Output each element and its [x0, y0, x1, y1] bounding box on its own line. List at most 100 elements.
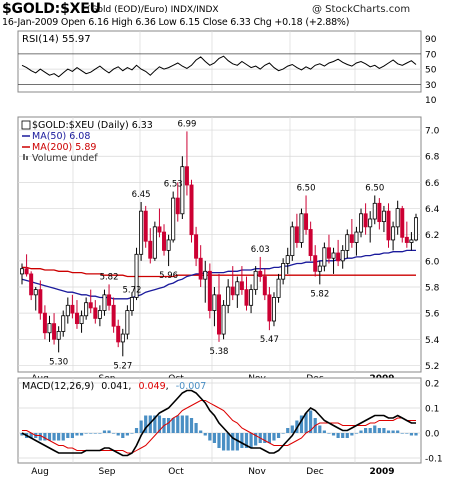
- candle-body: [129, 297, 134, 311]
- price-annotation: 5.30: [49, 357, 68, 367]
- candle: [162, 224, 167, 256]
- macd-hist-bar: [52, 433, 56, 441]
- candle-body: [166, 239, 171, 251]
- candle: [326, 234, 331, 264]
- ma50-line: [21, 249, 416, 300]
- macd-hist-bar: [98, 433, 102, 434]
- price-annotation: 6.53: [164, 180, 183, 190]
- rsi-tick-label: 70: [425, 50, 437, 60]
- macd-x-label: Nov: [248, 467, 266, 477]
- candle: [253, 266, 258, 295]
- candle-body: [391, 226, 396, 241]
- candle: [221, 300, 226, 340]
- macd-hist-bar: [217, 433, 221, 448]
- candle-body: [276, 278, 281, 298]
- candle: [391, 221, 396, 251]
- candle-body: [125, 310, 130, 335]
- candle-body: [244, 289, 249, 306]
- candle-body: [180, 166, 185, 215]
- macd-hist-bar: [359, 430, 363, 433]
- candle-body: [171, 197, 176, 241]
- candle-body: [322, 247, 327, 267]
- macd-hist-bar: [194, 423, 198, 433]
- candle: [88, 289, 93, 314]
- candle: [194, 226, 199, 267]
- candle: [93, 300, 98, 324]
- price-annotation: 6.45: [132, 190, 151, 200]
- macd-hist-bar: [157, 415, 162, 433]
- candle: [143, 205, 148, 248]
- candle: [171, 191, 176, 243]
- candle: [322, 242, 327, 272]
- candle: [285, 247, 290, 274]
- candle-body: [24, 268, 29, 275]
- candle-body: [198, 257, 203, 280]
- candle: [216, 273, 221, 342]
- candle-body: [70, 304, 75, 314]
- macd-line: [21, 389, 416, 457]
- macd-hist-bar: [93, 433, 97, 434]
- candle-body: [235, 281, 240, 296]
- candle-body: [226, 286, 231, 306]
- macd-x-label: Oct: [168, 467, 184, 477]
- candle-body: [395, 208, 400, 228]
- price-tick-label: 5.2: [425, 362, 439, 372]
- macd-hist-bar: [79, 433, 84, 436]
- candle-body: [294, 226, 299, 243]
- price-annotation: 5.27: [113, 361, 132, 371]
- candle: [65, 297, 70, 324]
- candle: [19, 263, 24, 285]
- candle-body: [413, 217, 418, 241]
- candle-body: [308, 229, 313, 257]
- macd-hist-bar: [226, 433, 230, 451]
- candle: [84, 297, 89, 320]
- macd-hist-bar: [281, 433, 285, 434]
- candle-body: [29, 273, 34, 296]
- macd-hist-bar: [235, 433, 239, 451]
- macd-hist-bar: [414, 433, 418, 436]
- candle-body: [157, 226, 162, 233]
- candle: [148, 228, 153, 264]
- macd-hist-bar: [70, 433, 74, 438]
- macd-hist-bar: [66, 433, 70, 438]
- macd-hist-bar: [189, 418, 194, 433]
- candle-body: [88, 302, 93, 309]
- candle: [52, 313, 57, 345]
- macd-hist-bar: [263, 433, 267, 443]
- candle-body: [377, 202, 382, 223]
- price-annotation: 5.96: [159, 271, 178, 281]
- rsi-tick-label: 90: [425, 35, 437, 45]
- candle: [377, 198, 382, 230]
- candle: [42, 305, 47, 340]
- macd-hist-bar: [125, 433, 129, 436]
- candle-body: [111, 304, 116, 327]
- candle: [345, 229, 350, 259]
- candle: [372, 195, 377, 225]
- price-tick-label: 5.8: [425, 284, 440, 294]
- macd-hist-bar: [341, 433, 345, 438]
- candle-body: [84, 302, 89, 317]
- macd-hist-bar: [171, 418, 175, 433]
- macd-hist-bar: [221, 433, 226, 451]
- candle: [129, 292, 134, 316]
- price-tick-label: 7.0: [425, 127, 440, 137]
- macd-hist-bar: [331, 433, 336, 436]
- candle: [180, 156, 185, 219]
- candle-body: [148, 240, 153, 259]
- candle: [267, 287, 272, 331]
- candle: [33, 287, 38, 311]
- macd-x-label: 2009: [369, 467, 394, 477]
- candle-body: [93, 307, 98, 319]
- candle: [368, 211, 373, 243]
- candle: [175, 182, 180, 222]
- macd-hist-bar: [276, 433, 281, 438]
- macd-hist-bar: [43, 433, 47, 441]
- copyright-text[interactable]: @ StockCharts.com: [312, 4, 411, 15]
- macd-hist-bar: [373, 425, 377, 433]
- chart-title: $GOLD:$XEU: [2, 1, 101, 17]
- candle-body: [74, 312, 79, 325]
- rsi-line: [21, 55, 417, 78]
- macd-x-label: Aug: [31, 467, 49, 477]
- candle-body: [381, 210, 386, 223]
- macd-hist-bar: [20, 433, 24, 436]
